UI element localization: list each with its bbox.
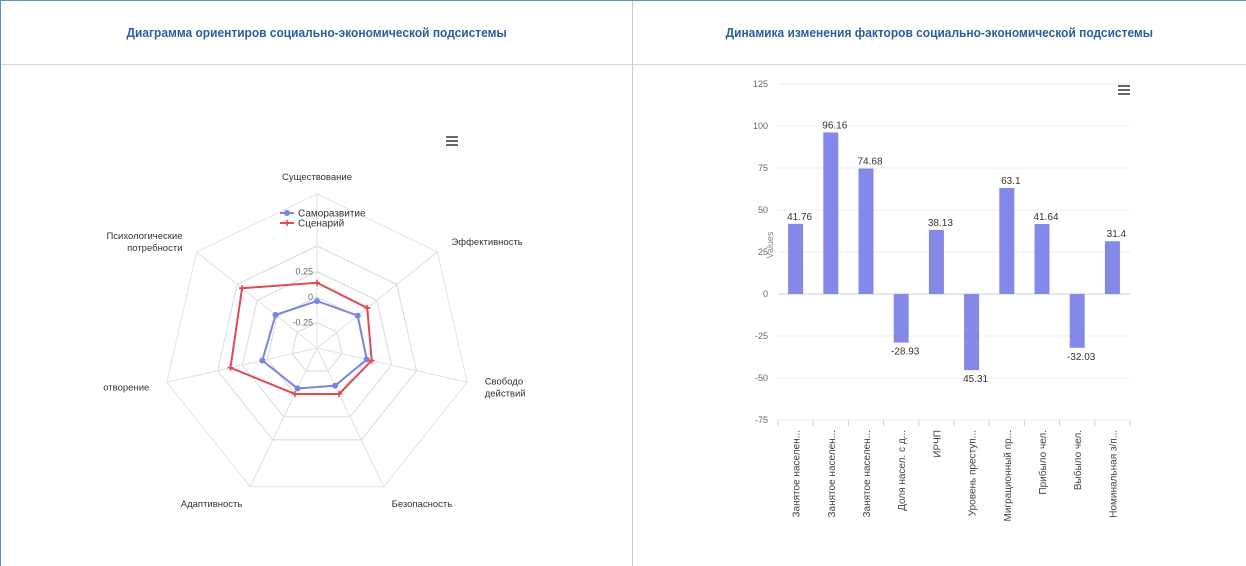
radar-series-point <box>314 298 320 305</box>
radar-tick-label: 0.25 <box>295 267 313 277</box>
bar-value-label: 41.76 <box>787 212 812 223</box>
bar-category-label: Прибыло чел. <box>1037 430 1049 495</box>
radar-legend-marker <box>284 220 290 226</box>
bar-category-label: Доля насел. с д... <box>897 430 908 511</box>
bar-chart: 125 100 75 50 25 0 -25 -50 -75 Values 41.76 Занятое… <box>753 79 1131 521</box>
radar-panel-title: Диаграмма ориентиров социально-экономиче… <box>126 25 507 40</box>
bar-category-label: Номинальная з/п... <box>1108 430 1119 518</box>
radar-series-point <box>364 304 371 311</box>
bar-y-axis-title: Values <box>765 231 775 258</box>
radar-series-point <box>332 382 339 389</box>
bar-ytick-label: -50 <box>755 373 768 383</box>
radar-series-line <box>261 300 368 390</box>
bar-value-label: 31.4 <box>1107 229 1127 240</box>
radar-chart: -0.25 0 0.25 Существование Эффективность Своб… <box>103 172 526 510</box>
radar-category-label: отворение <box>103 382 149 393</box>
radar-spoke <box>316 347 385 487</box>
radar-outer-ring <box>166 193 468 488</box>
bar-ytick-label: 125 <box>753 79 768 89</box>
radar-series-point <box>354 312 361 319</box>
bar-value-label: -32.03 <box>1067 352 1096 363</box>
bar-value-label: 74.68 <box>857 157 882 168</box>
bar-ytick-label: 75 <box>758 163 768 173</box>
radar-series-point <box>294 385 301 392</box>
bar-panel: Динамика изменения факторов социально-эк… <box>633 1 1246 566</box>
bar-category-label: Занятое населен... <box>827 430 838 517</box>
bar-mark <box>928 229 944 294</box>
bar-ytick-label: 0 <box>763 289 768 299</box>
radar-spoke <box>316 347 468 383</box>
bar-mark <box>893 294 909 343</box>
frame-left-border <box>0 0 1 566</box>
radar-spoke <box>196 251 318 349</box>
radar-series-point <box>336 390 343 397</box>
radar-series-point <box>363 356 370 363</box>
radar-category-label: Существование <box>282 172 352 183</box>
radar-category-label: Адаптивность <box>181 499 243 510</box>
radar-spoke <box>166 347 318 383</box>
radar-series-line <box>229 281 373 395</box>
bar-value-label: 63.1 <box>1001 176 1021 187</box>
bar-value-label: -28.93 <box>891 347 920 358</box>
radar-tick-label: -0.25 <box>292 318 313 328</box>
radar-category-label: Психологические <box>106 231 182 242</box>
bar-value-label: 38.13 <box>928 218 953 229</box>
bar-ytick-label: -25 <box>755 331 768 341</box>
radar-panel: Диаграмма ориентиров социально-экономиче… <box>1 1 633 566</box>
radar-panel-header: Диаграмма ориентиров социально-экономиче… <box>1 1 632 65</box>
bar-value-label: 96.16 <box>822 120 847 131</box>
bar-category-label: Занятое населен... <box>792 430 803 517</box>
bar-mark <box>1069 294 1085 348</box>
radar-category-label: Свободо <box>485 376 523 387</box>
bar-mark <box>858 168 874 294</box>
bar-mark <box>999 187 1015 294</box>
bar-value-label: 45.31 <box>963 374 988 385</box>
bar-ytick-label: 100 <box>753 121 768 131</box>
radar-series-point <box>291 390 298 397</box>
radar-series-point <box>227 364 234 371</box>
radar-grid-ring <box>291 321 343 372</box>
radar-spoke <box>249 347 318 487</box>
radar-category-label: Безопасность <box>392 499 453 510</box>
radar-grid-ring <box>217 245 417 441</box>
bar-category-label: Занятое населен... <box>862 430 873 517</box>
radar-legend-label: Саморазвитие <box>298 209 366 220</box>
frame-top-border <box>0 0 1246 1</box>
radar-legend-label: Сценарий <box>298 219 344 230</box>
radar-series-point <box>272 311 279 318</box>
bar-panel-title: Динамика изменения факторов социально-эк… <box>725 25 1154 40</box>
radar-legend-marker <box>284 210 290 216</box>
radar-tick-label: 0 <box>308 292 313 302</box>
bar-ytick-label: 25 <box>758 247 768 257</box>
bar-category-label: ИРЧП <box>932 430 943 458</box>
radar-category-label: действий <box>485 388 526 399</box>
bar-category-label: Уровень преступ... <box>968 430 979 516</box>
radar-spoke <box>316 251 438 349</box>
bar-value-label: 41.64 <box>1033 212 1058 223</box>
bar-mark <box>1034 224 1050 294</box>
radar-grid-ring <box>241 270 393 418</box>
radar-series-point <box>368 357 375 364</box>
bar-category-label: Миграционный пр... <box>1003 430 1014 521</box>
bar-ytick-label: -75 <box>755 415 768 425</box>
radar-series-point <box>314 279 320 286</box>
bar-panel-header: Динамика изменения факторов социально-эк… <box>633 1 1246 65</box>
bar-mark <box>1104 241 1120 294</box>
bar-mark <box>788 223 804 294</box>
radar-category-label: Эффективность <box>451 237 522 248</box>
radar-export-menu-icon[interactable] <box>446 136 458 147</box>
bar-ytick-label: 50 <box>758 205 768 215</box>
bar-export-menu-icon[interactable] <box>1118 85 1130 96</box>
bar-mark <box>823 132 839 294</box>
bar-category-label: Выбыло чел. <box>1072 430 1084 490</box>
radar-series-point <box>259 357 266 364</box>
radar-series-point <box>239 285 246 292</box>
radar-category-label: потребности <box>127 243 182 254</box>
bar-mark <box>964 294 980 371</box>
